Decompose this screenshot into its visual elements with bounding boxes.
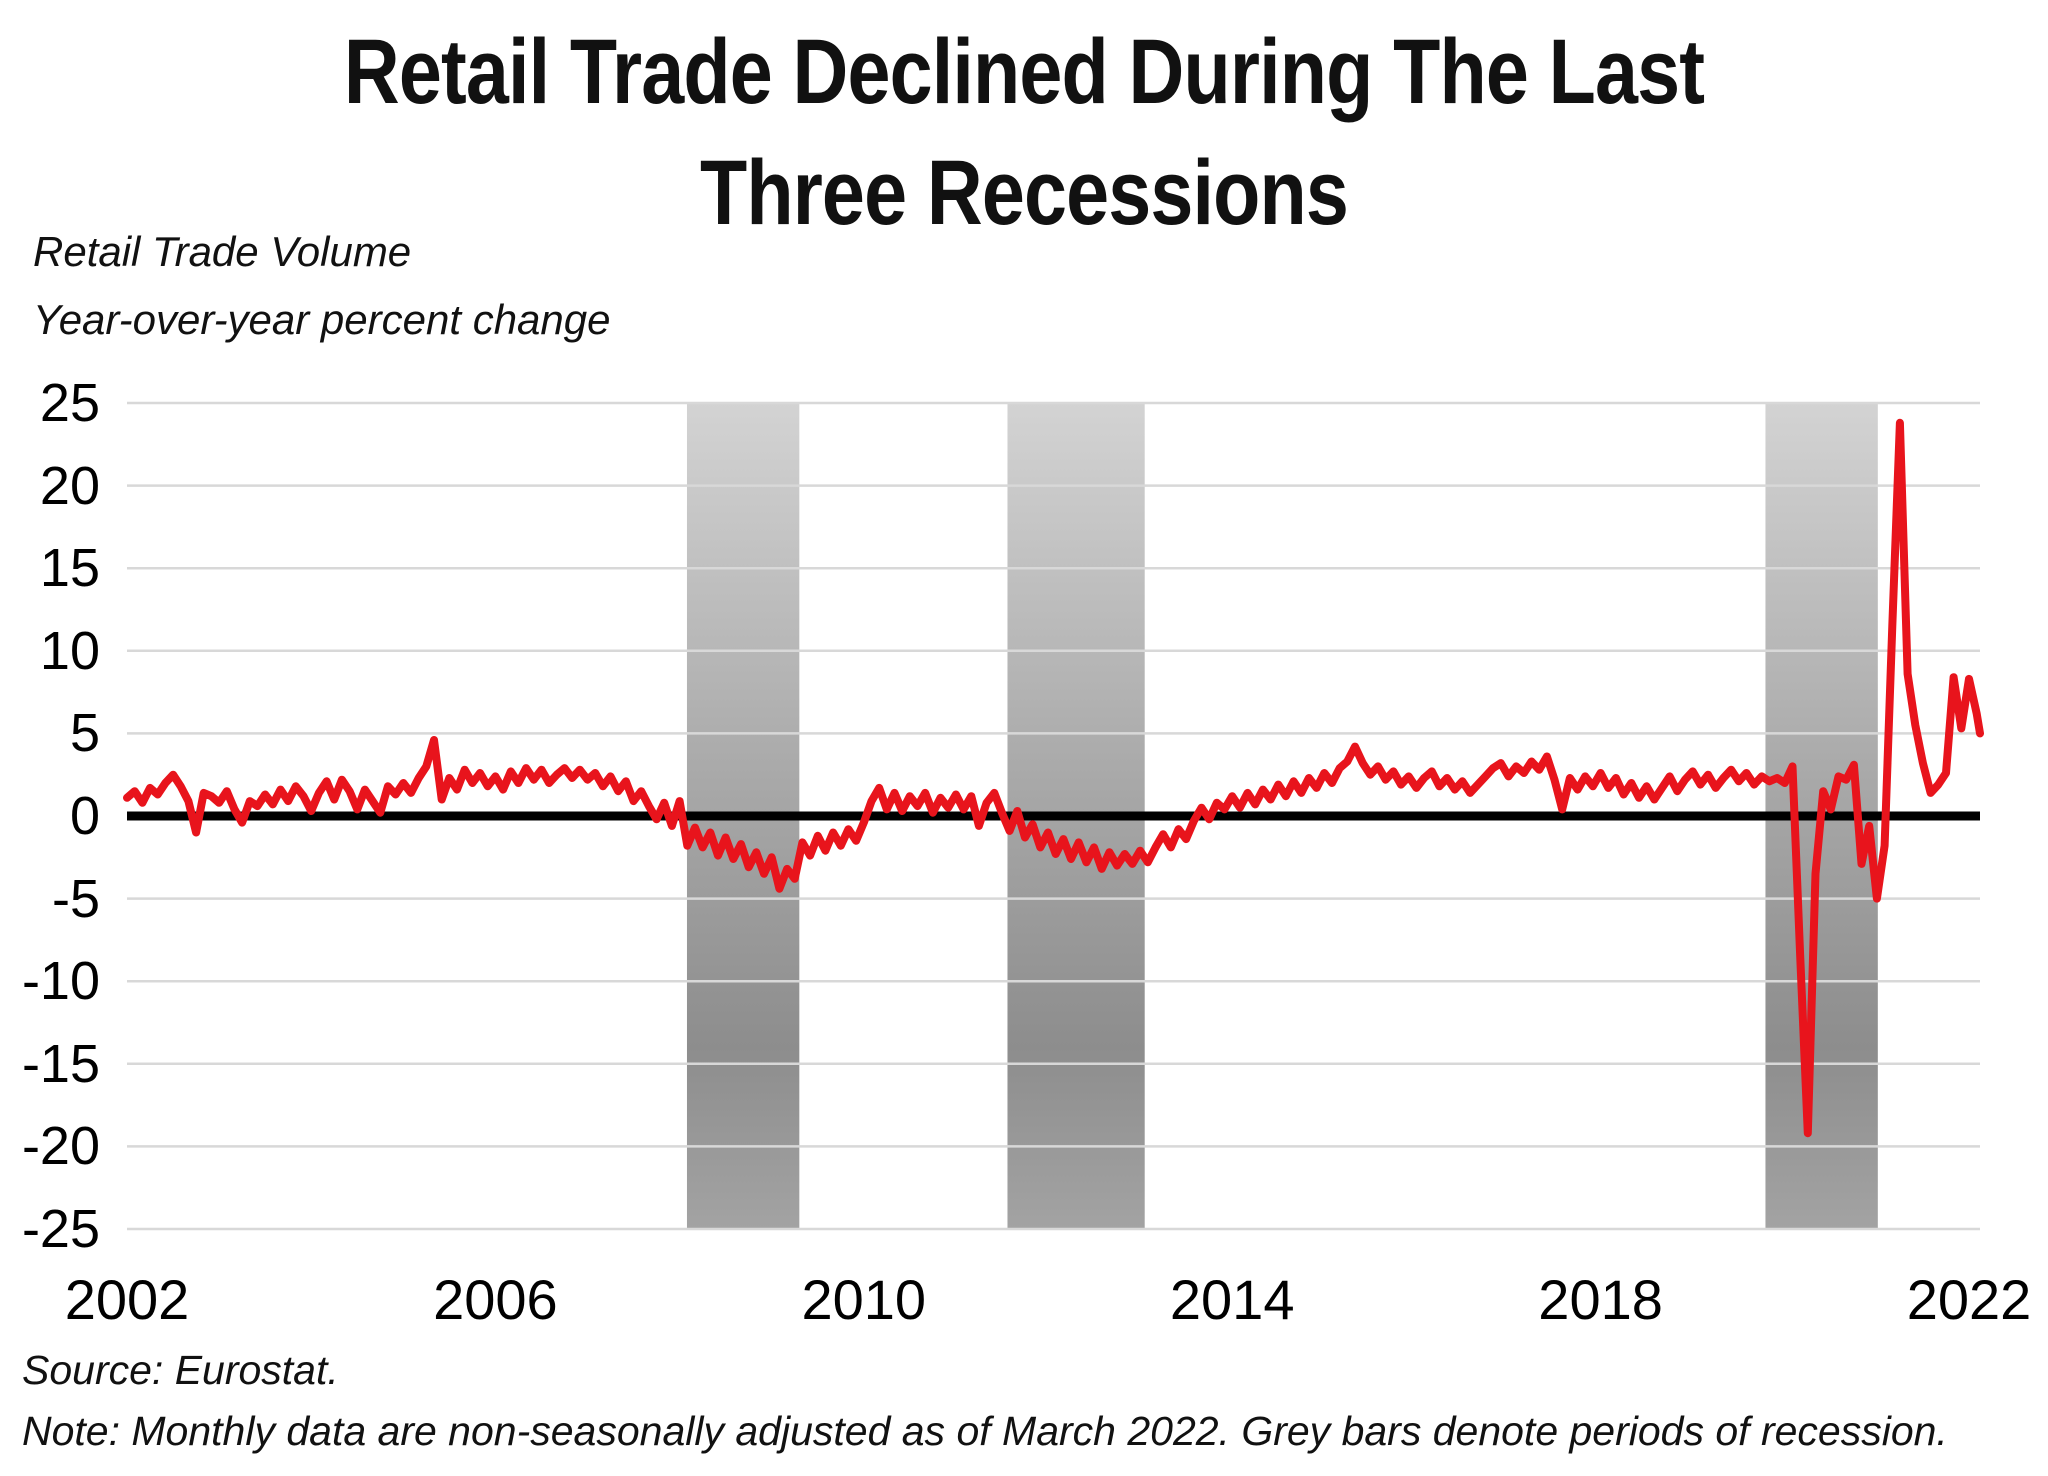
x-axis-tick-label: 2018 <box>1538 1268 1663 1331</box>
chart-title: Retail Trade Declined During The Last Th… <box>164 12 1884 255</box>
x-axis-tick-label: 2010 <box>801 1268 927 1331</box>
axis-unit-label-line2: Year-over-year percent change <box>33 296 611 344</box>
y-axis-tick-label: 25 <box>39 373 100 433</box>
y-axis-tick-label: -20 <box>21 1116 100 1177</box>
retail-trade-line-series <box>123 418 1984 1138</box>
y-axis-tick-label: -25 <box>21 1199 100 1259</box>
x-axis-tick-label: 2022 <box>1906 1268 2032 1331</box>
y-axis-tick-label: 10 <box>39 620 100 681</box>
x-axis-tick-label: 2006 <box>433 1268 558 1331</box>
methodology-note: Note: Monthly data are non-seasonally ad… <box>22 1407 1948 1454</box>
axis-unit-label-line1: Retail Trade Volume <box>33 228 412 275</box>
y-axis-tick-label: 5 <box>69 703 100 764</box>
y-axis-tick-label: 20 <box>39 455 100 516</box>
chart-subtitle: Retail Trade Volume Year-over-year perce… <box>33 218 610 354</box>
y-axis-tick-label: 15 <box>39 538 100 599</box>
y-axis-tick-label: -5 <box>51 868 100 929</box>
chart-title-line2: Three Recessions <box>699 142 1349 245</box>
chart-title-line1: Retail Trade Declined During The Last <box>343 21 1705 123</box>
y-axis-tick-label: 0 <box>69 786 100 846</box>
y-axis-tick-label: -10 <box>21 951 100 1012</box>
x-axis-tick-label: 2002 <box>64 1268 190 1331</box>
x-axis-tick-label: 2014 <box>1169 1268 1295 1331</box>
source-note: Source: Eurostat. <box>22 1347 339 1393</box>
chart-footnotes: Source: Eurostat. Note: Monthly data are… <box>22 1340 1948 1461</box>
y-axis-tick-label: -15 <box>21 1033 100 1094</box>
